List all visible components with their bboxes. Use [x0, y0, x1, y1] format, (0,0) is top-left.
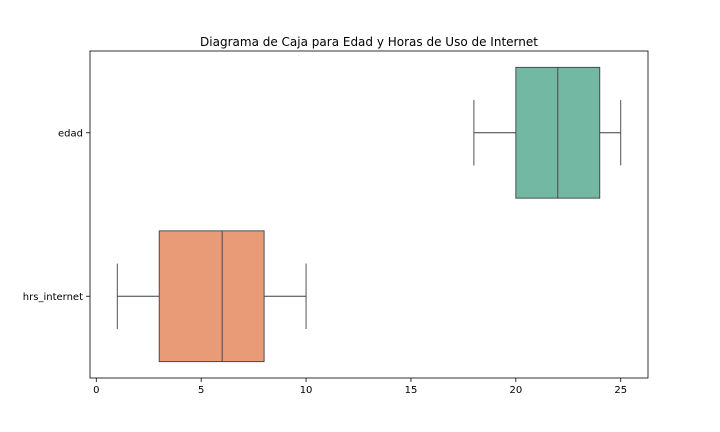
y-tick-label-hrs-internet: hrs_internet	[23, 292, 83, 303]
x-tick-label-0: 0	[93, 385, 99, 396]
x-tick-label-25: 25	[614, 385, 627, 396]
y-tick-label-edad: edad	[58, 128, 83, 139]
x-tick-label-10: 10	[300, 385, 313, 396]
plot-frame	[89, 50, 649, 379]
x-tick-label-15: 15	[405, 385, 418, 396]
plot-area: edad hrs_internet 0 5 10 15 20 25	[23, 66, 627, 396]
box-hrs-internet	[158, 230, 265, 363]
chart-title: Diagrama de Caja para Edad y Horas de Us…	[200, 35, 538, 49]
x-tick-label-5: 5	[198, 385, 204, 396]
x-tick-label-20: 20	[509, 385, 522, 396]
